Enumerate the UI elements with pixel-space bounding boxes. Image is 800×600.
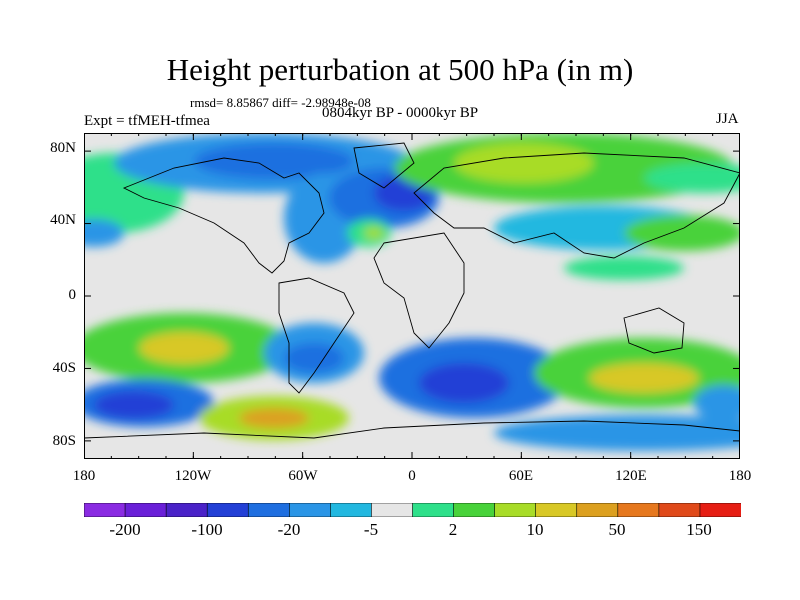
colorbar-box <box>371 503 414 517</box>
eurasia-coast <box>413 152 740 259</box>
south-pacific-core <box>139 332 229 364</box>
colorbar-box <box>453 503 496 517</box>
x-tick-60e: 60E <box>508 468 534 484</box>
x-tick-60w: 60W <box>288 468 318 484</box>
south-america-coast <box>278 277 355 394</box>
north-america-coast <box>122 157 325 274</box>
greenland-coast <box>353 142 415 189</box>
x-tick-180e: 180 <box>728 468 752 484</box>
antarctic-ring-high <box>494 415 740 451</box>
colorbar-box <box>289 503 332 517</box>
colorbar-box <box>124 503 167 517</box>
colorbar-label-m20: -20 <box>277 520 301 539</box>
subtropical-atlantic-high <box>364 227 384 239</box>
y-tick-80n: 80N <box>50 140 76 156</box>
colorbar-box <box>699 503 741 517</box>
colorbar-box <box>247 503 291 517</box>
y-tick-40n: 40N <box>50 212 76 228</box>
australia-coast <box>623 307 685 354</box>
colorbar-label-m200: -200 <box>109 520 141 539</box>
experiment-label: Expt = tfMEH-tfmea <box>84 113 210 129</box>
colorbar-box <box>330 503 373 517</box>
colorbar-box <box>576 503 619 517</box>
x-tick-120w: 120W <box>174 468 212 484</box>
west-pacific-blob <box>564 256 684 280</box>
siberia-band <box>644 163 740 193</box>
indian-high-core <box>589 363 699 393</box>
east-asia-high <box>624 215 740 251</box>
y-tick-80s: 80S <box>52 433 76 449</box>
arctic-canada-core <box>194 143 354 179</box>
colorbar-box <box>658 503 701 517</box>
south-atlantic-low <box>284 343 344 373</box>
colorbar-box <box>206 503 250 517</box>
colorbar-box <box>617 503 660 517</box>
colorbar-label-2: 2 <box>448 520 458 539</box>
coastlines <box>84 142 740 439</box>
contour-map <box>84 133 740 459</box>
colorbar-label-10: 10 <box>526 520 544 539</box>
colorbar-box <box>84 503 126 517</box>
colorbar <box>84 503 741 517</box>
colorbar-label-m5: -5 <box>363 520 379 539</box>
africa-coast <box>373 232 465 349</box>
x-tick-0: 0 <box>408 468 416 484</box>
x-tick-180w: 180 <box>72 468 96 484</box>
s-atlantic-high-core <box>239 408 309 428</box>
stats-line: rmsd= 8.85867 diff= -2.98948e-08 <box>190 95 371 110</box>
chart-title: Height perturbation at 500 hPa (in m) <box>166 52 634 87</box>
colorbar-box <box>535 503 578 517</box>
australia-low <box>694 385 740 421</box>
colorbar-box <box>494 503 537 517</box>
colorbar-label-150: 150 <box>686 520 712 539</box>
colorbar-label-50: 50 <box>608 520 626 539</box>
nw-lobe <box>84 219 124 247</box>
x-tick-120e: 120E <box>615 468 647 484</box>
y-tick-0: 0 <box>68 287 77 303</box>
colorbar-label-m100: -100 <box>191 520 223 539</box>
antarctica-coast <box>84 420 740 439</box>
eurasia-inner <box>454 143 594 183</box>
tick-marks <box>84 133 740 459</box>
period-label: 0804kyr BP - 0000kyr BP <box>322 105 479 121</box>
season-label: JJA <box>716 111 739 127</box>
southern-indian-core <box>419 363 509 403</box>
south-pacific-low-core <box>94 391 174 419</box>
colorbar-box <box>165 503 208 517</box>
y-tick-40s: 40S <box>52 360 76 376</box>
colorbar-box <box>412 503 455 517</box>
